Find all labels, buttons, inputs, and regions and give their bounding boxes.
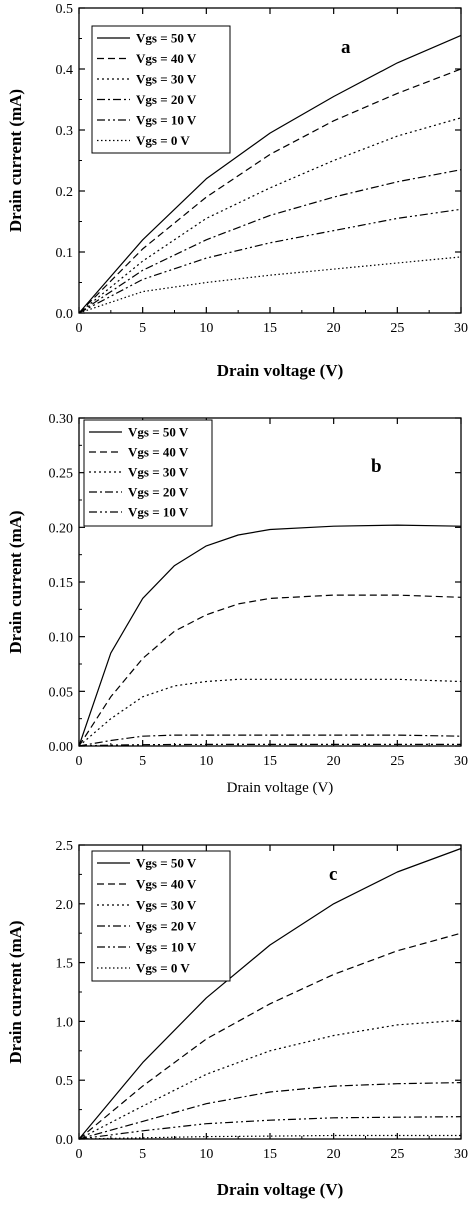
y-tick-label: 0.00 — [49, 740, 74, 755]
x-tick-label: 30 — [454, 754, 468, 769]
x-tick-label: 20 — [327, 1147, 341, 1162]
x-tick-label: 10 — [199, 1147, 213, 1162]
series-line-0 — [78, 524, 462, 747]
legend-entry-4: Vgs = 10 V — [136, 940, 197, 955]
y-tick-label: 1.0 — [56, 1015, 74, 1030]
y-tick-label: 0.4 — [56, 63, 74, 78]
series-line-4 — [78, 743, 461, 747]
series-line-1 — [78, 68, 462, 314]
x-tick-label: 10 — [199, 321, 213, 336]
x-tick-label: 15 — [263, 321, 277, 336]
y-tick-label: 0.25 — [49, 467, 74, 482]
legend-entry-5: Vgs = 0 V — [136, 961, 190, 976]
y-tick-label: 0.05 — [49, 685, 74, 700]
x-tick-label: 0 — [76, 1147, 83, 1162]
x-tick-label: 5 — [139, 754, 146, 769]
legend-entry-0: Vgs = 50 V — [136, 856, 197, 871]
y-tick-label: 0.0 — [56, 1133, 74, 1148]
panel-letter: a — [341, 37, 351, 58]
x-tick-label: 15 — [263, 754, 277, 769]
legend-entry-3: Vgs = 20 V — [136, 919, 197, 934]
series-line-2 — [78, 678, 462, 747]
series-line-3 — [78, 1082, 462, 1140]
y-axis-label: Drain current (mA) — [6, 920, 25, 1063]
x-tick-label: 25 — [390, 1147, 404, 1162]
legend-box — [83, 419, 213, 527]
y-tick-label: 0.20 — [49, 521, 74, 536]
series-line-0 — [78, 34, 462, 314]
legend-entry-0: Vgs = 50 V — [128, 425, 189, 440]
chart-panel-b: 0 5 10 15 20 25 30 0.00 0.05 0.10 0.15 0.20 0.25 0.30… — [6, 412, 468, 796]
legend-entry-2: Vgs = 30 V — [128, 465, 189, 480]
y-tick-label: 2.5 — [56, 839, 74, 854]
legend-entry-0: Vgs = 50 V — [136, 31, 197, 46]
series-line-5 — [78, 256, 462, 314]
legend-entry-4: Vgs = 10 V — [136, 113, 197, 128]
y-tick-label: 0.5 — [56, 2, 74, 17]
series-line-3 — [78, 169, 462, 314]
legend-entry-1: Vgs = 40 V — [128, 445, 189, 460]
y-tick-label: 2.0 — [56, 898, 74, 913]
series-line-4 — [78, 1116, 462, 1140]
legend-entry-3: Vgs = 20 V — [136, 92, 197, 107]
series-line-4 — [78, 208, 462, 314]
y-axis-label: Drain current (mA) — [6, 510, 25, 653]
y-axis-label: Drain current (mA) — [6, 89, 25, 232]
series-line-2 — [78, 1019, 462, 1140]
series-line-0 — [78, 847, 462, 1140]
y-tick-label: 0.10 — [49, 631, 74, 646]
y-tick-label: 0.15 — [49, 576, 74, 591]
chart-panel-a: 0 5 10 15 20 25 30 0.0 0.1 0.2 0.3 0.4 0.5 Vgs = 50 V… — [6, 2, 468, 380]
x-tick-label: 5 — [139, 1147, 146, 1162]
panel-letter: b — [371, 456, 382, 477]
x-axis-label: Drain voltage (V) — [217, 361, 344, 380]
panel-letter: c — [329, 864, 337, 885]
x-tick-label: 0 — [76, 321, 83, 336]
x-tick-label: 30 — [454, 1147, 468, 1162]
legend-entry-2: Vgs = 30 V — [136, 72, 197, 87]
y-tick-label: 0.30 — [49, 412, 74, 427]
x-axis-label: Drain voltage (V) — [217, 1180, 344, 1199]
legend-entry-4: Vgs = 10 V — [128, 505, 189, 520]
x-tick-label: 25 — [390, 321, 404, 336]
legend-entry-1: Vgs = 40 V — [136, 877, 197, 892]
x-tick-label: 10 — [199, 754, 213, 769]
x-axis-label: Drain voltage (V) — [227, 780, 334, 796]
legend-entry-1: Vgs = 40 V — [136, 51, 197, 66]
series-line-1 — [78, 932, 462, 1140]
series-line-1 — [78, 594, 462, 747]
y-tick-label: 0.1 — [56, 246, 74, 261]
y-tick-label: 0.5 — [56, 1074, 74, 1089]
legend-box — [91, 25, 231, 154]
x-tick-label: 5 — [139, 321, 146, 336]
x-tick-label: 20 — [327, 754, 341, 769]
x-tick-label: 15 — [263, 1147, 277, 1162]
x-tick-label: 30 — [454, 321, 468, 336]
y-tick-label: 0.0 — [56, 307, 74, 322]
y-tick-label: 0.3 — [56, 124, 74, 139]
y-tick-label: 1.5 — [56, 957, 74, 972]
legend-box — [91, 850, 231, 982]
legend-entry-3: Vgs = 20 V — [128, 485, 189, 500]
y-tick-label: 0.2 — [56, 185, 74, 200]
x-tick-label: 20 — [327, 321, 341, 336]
x-tick-label: 0 — [76, 754, 83, 769]
legend-entry-5: Vgs = 0 V — [136, 133, 190, 148]
chart-panel-c: 0 5 10 15 20 25 30 0.0 0.5 1.0 1.5 2.0 2.5 Vgs = 50 V… — [6, 839, 468, 1199]
x-tick-label: 25 — [390, 754, 404, 769]
series-line-2 — [78, 117, 462, 314]
legend-entry-2: Vgs = 30 V — [136, 898, 197, 913]
series-line-3 — [78, 734, 462, 747]
